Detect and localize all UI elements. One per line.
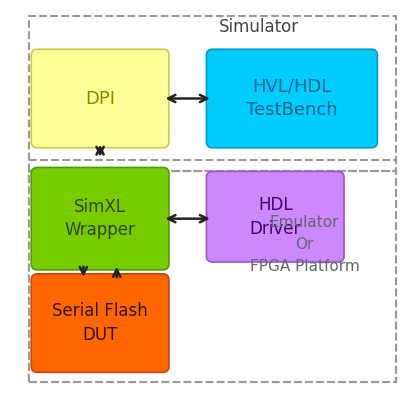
- Text: HVL/HDL
TestBench: HVL/HDL TestBench: [246, 78, 338, 119]
- Text: Serial Flash
DUT: Serial Flash DUT: [52, 302, 148, 344]
- Text: DPI: DPI: [85, 89, 115, 108]
- Text: Simulator: Simulator: [219, 18, 299, 36]
- FancyBboxPatch shape: [31, 167, 169, 270]
- FancyBboxPatch shape: [31, 274, 169, 372]
- FancyBboxPatch shape: [206, 171, 344, 262]
- FancyBboxPatch shape: [29, 171, 396, 382]
- FancyBboxPatch shape: [206, 49, 377, 148]
- Text: HDL
Driver: HDL Driver: [249, 196, 301, 238]
- Text: Emulator
Or
FPGA Platform: Emulator Or FPGA Platform: [249, 215, 359, 274]
- FancyBboxPatch shape: [31, 49, 169, 148]
- FancyBboxPatch shape: [29, 16, 396, 382]
- Text: SimXL
Wrapper: SimXL Wrapper: [65, 198, 136, 240]
